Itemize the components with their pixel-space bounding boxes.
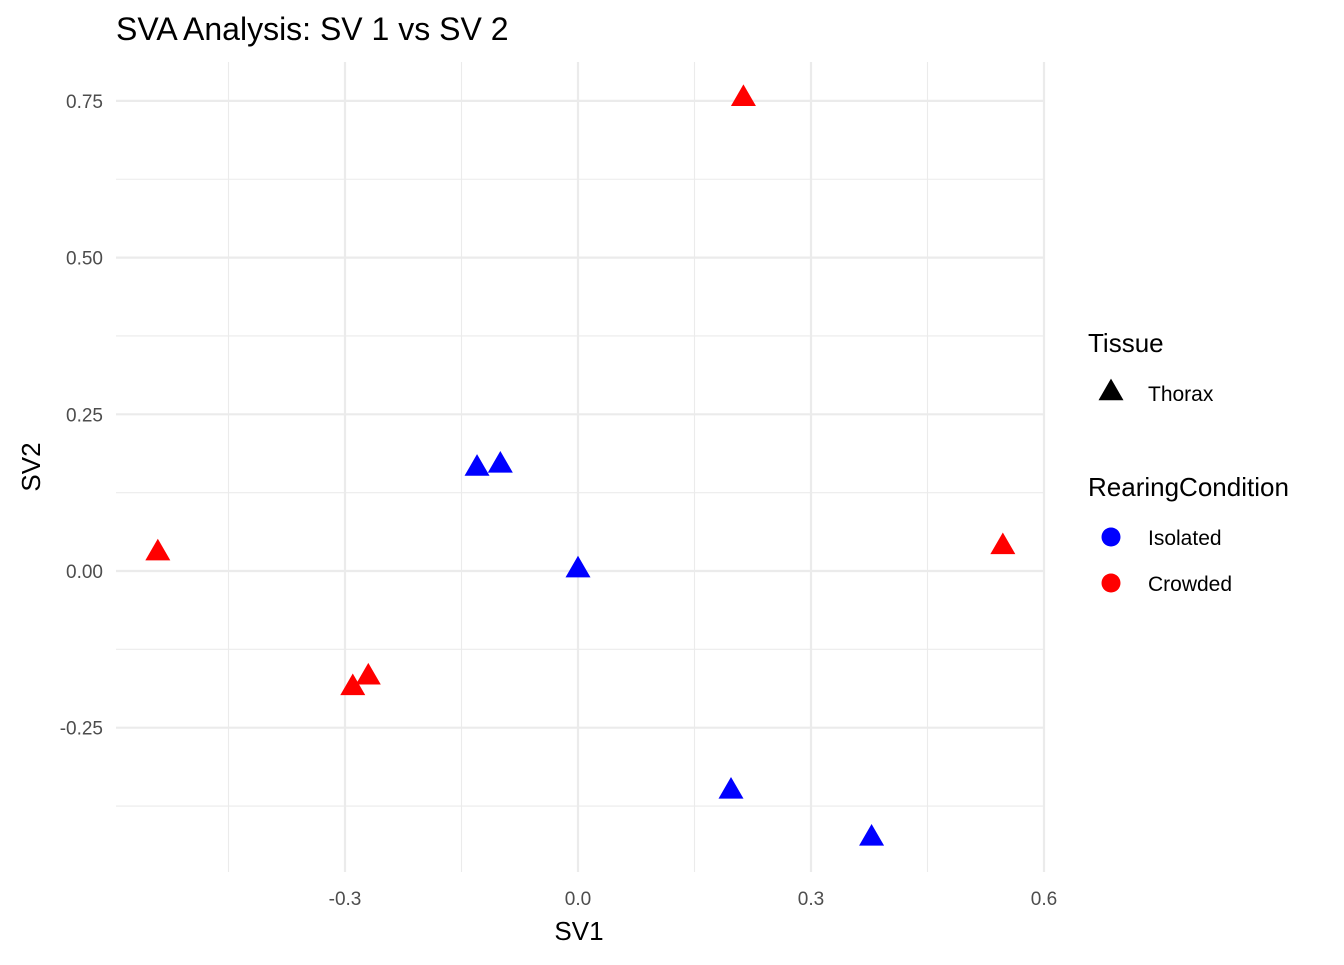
legend: Tissue Thorax RearingCondition Isolated Crow… [1088,328,1289,596]
legend-label: Isolated [1148,527,1222,550]
data-point-crowded [355,662,381,685]
y-tick-label: -0.25 [60,719,103,740]
legend-key-circle [1101,573,1121,593]
legend-label: Crowded [1148,573,1232,596]
y-tick-label: 0.75 [66,92,103,113]
data-points [145,84,1016,846]
data-point-crowded [990,532,1016,555]
data-point-isolated [718,776,744,799]
data-point-crowded [730,84,756,106]
data-point-crowded [340,673,366,696]
x-tick-label: -0.3 [329,889,362,910]
data-point-isolated [859,823,885,846]
data-point-isolated [565,555,591,578]
legend-title: RearingCondition [1088,472,1289,502]
x-tick-label: 0.3 [798,889,824,910]
data-point-crowded [145,538,171,561]
legend-key-triangle [1098,378,1124,401]
chart-title: SVA Analysis: SV 1 vs SV 2 [116,11,508,47]
legend-key-circle [1101,527,1121,547]
x-tick-label: 0.6 [1031,889,1057,910]
x-tick-label: 0.0 [565,889,591,910]
y-tick-label: 0.00 [66,562,103,583]
legend-label: Thorax [1148,383,1214,406]
grid-lines [116,62,1046,872]
x-axis-title: SV1 [554,916,603,946]
data-point-isolated [464,454,490,476]
x-axis-ticks: -0.3 0.0 0.3 0.6 [329,889,1058,910]
data-point-isolated [487,451,513,473]
y-axis-ticks: -0.25 0.00 0.25 0.50 0.75 [60,92,103,740]
y-tick-label: 0.50 [66,249,103,270]
y-tick-label: 0.25 [66,405,103,426]
legend-title: Tissue [1088,328,1164,358]
y-axis-title: SV2 [16,442,46,491]
